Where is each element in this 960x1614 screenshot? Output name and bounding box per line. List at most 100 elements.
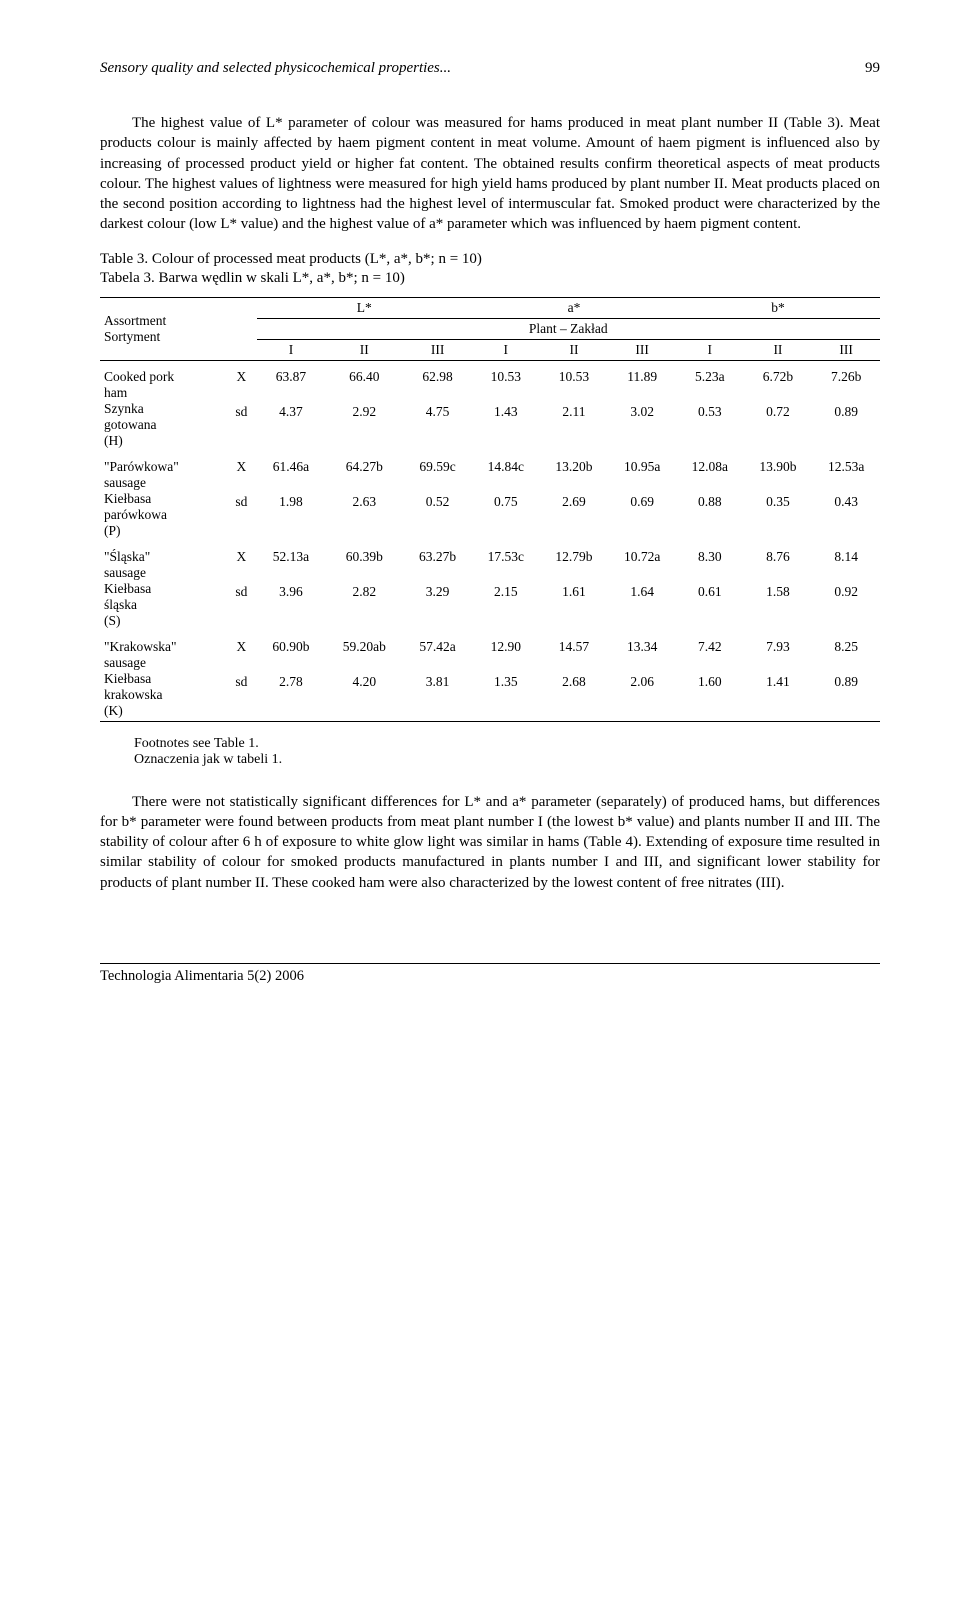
cell-value: 11.89 bbox=[608, 360, 676, 402]
cell-value: 1.98 bbox=[257, 492, 326, 540]
cell-value: 0.61 bbox=[676, 582, 744, 630]
cell-value: 0.52 bbox=[403, 492, 472, 540]
colgroup-a: a* bbox=[472, 297, 676, 318]
cell-value: 17.53c bbox=[472, 541, 540, 583]
cell-value: 3.96 bbox=[257, 582, 326, 630]
cell-value: 2.06 bbox=[608, 672, 676, 721]
table3-caption-en: Table 3. Colour of processed meat produc… bbox=[100, 251, 880, 268]
cell-value: 1.43 bbox=[472, 402, 540, 450]
paragraph-2: There were not statistically significant… bbox=[100, 792, 880, 893]
cell-value: 64.27b bbox=[325, 451, 403, 493]
cell-value: 1.35 bbox=[472, 672, 540, 721]
cell-value: 0.43 bbox=[812, 492, 880, 540]
footnote-en: Footnotes see Table 1. bbox=[134, 736, 880, 752]
paragraph-1: The highest value of L* parameter of col… bbox=[100, 113, 880, 235]
cell-value: 4.75 bbox=[403, 402, 472, 450]
cell-value: 0.35 bbox=[744, 492, 813, 540]
subcol: I bbox=[257, 339, 326, 360]
stat-label-sd: sd bbox=[226, 402, 256, 450]
cell-value: 2.92 bbox=[325, 402, 403, 450]
cell-value: 60.39b bbox=[325, 541, 403, 583]
colgroup-b: b* bbox=[676, 297, 880, 318]
subcol: II bbox=[540, 339, 609, 360]
cell-value: 12.79b bbox=[540, 541, 609, 583]
cell-value: 62.98 bbox=[403, 360, 472, 402]
cell-value: 8.25 bbox=[812, 631, 880, 673]
cell-value: 14.57 bbox=[540, 631, 609, 673]
cell-value: 8.14 bbox=[812, 541, 880, 583]
cell-value: 8.30 bbox=[676, 541, 744, 583]
cell-value: 7.26b bbox=[812, 360, 880, 402]
subcol: II bbox=[744, 339, 813, 360]
assortment-name: "Śląska"sausageKiełbasaśląska(S) bbox=[100, 541, 226, 631]
plant-header: Plant – Zakład bbox=[257, 318, 880, 339]
stat-label-x: X bbox=[226, 451, 256, 493]
cell-value: 1.41 bbox=[744, 672, 813, 721]
subcol: III bbox=[812, 339, 880, 360]
cell-value: 10.53 bbox=[540, 360, 609, 402]
stat-label-sd: sd bbox=[226, 492, 256, 540]
cell-value: 1.60 bbox=[676, 672, 744, 721]
cell-value: 3.29 bbox=[403, 582, 472, 630]
cell-value: 2.15 bbox=[472, 582, 540, 630]
cell-value: 5.23a bbox=[676, 360, 744, 402]
stat-col-spacer bbox=[226, 297, 256, 360]
cell-value: 57.42a bbox=[403, 631, 472, 673]
cell-value: 2.11 bbox=[540, 402, 609, 450]
cell-value: 0.53 bbox=[676, 402, 744, 450]
rowheader-pl: Sortyment bbox=[104, 329, 160, 344]
cell-value: 0.89 bbox=[812, 672, 880, 721]
footnote-pl: Oznaczenia jak w tabeli 1. bbox=[134, 752, 880, 768]
cell-value: 1.58 bbox=[744, 582, 813, 630]
cell-value: 7.42 bbox=[676, 631, 744, 673]
table3: Assortment Sortyment L* a* b* Plant – Za… bbox=[100, 297, 880, 722]
running-head: Sensory quality and selected physicochem… bbox=[100, 60, 880, 77]
colgroup-L: L* bbox=[257, 297, 472, 318]
assortment-name: "Krakowska"sausageKiełbasakrakowska(K) bbox=[100, 631, 226, 722]
page-number: 99 bbox=[865, 60, 880, 77]
cell-value: 13.34 bbox=[608, 631, 676, 673]
subcol: II bbox=[325, 339, 403, 360]
cell-value: 1.64 bbox=[608, 582, 676, 630]
cell-value: 13.20b bbox=[540, 451, 609, 493]
rowheader-cell: Assortment Sortyment bbox=[100, 297, 226, 360]
table3-footnotes: Footnotes see Table 1. Oznaczenia jak w … bbox=[134, 736, 880, 768]
cell-value: 66.40 bbox=[325, 360, 403, 402]
assortment-name: Cooked porkhamSzynkagotowana(H) bbox=[100, 360, 226, 451]
cell-value: 3.81 bbox=[403, 672, 472, 721]
cell-value: 12.53a bbox=[812, 451, 880, 493]
cell-value: 2.82 bbox=[325, 582, 403, 630]
cell-value: 8.76 bbox=[744, 541, 813, 583]
cell-value: 63.87 bbox=[257, 360, 326, 402]
cell-value: 13.90b bbox=[744, 451, 813, 493]
cell-value: 4.37 bbox=[257, 402, 326, 450]
cell-value: 1.61 bbox=[540, 582, 609, 630]
cell-value: 4.20 bbox=[325, 672, 403, 721]
subcol: I bbox=[676, 339, 744, 360]
stat-label-sd: sd bbox=[226, 582, 256, 630]
stat-label-x: X bbox=[226, 541, 256, 583]
cell-value: 0.92 bbox=[812, 582, 880, 630]
cell-value: 3.02 bbox=[608, 402, 676, 450]
subcol: I bbox=[472, 339, 540, 360]
cell-value: 0.75 bbox=[472, 492, 540, 540]
cell-value: 52.13a bbox=[257, 541, 326, 583]
journal-footer: Technologia Alimentaria 5(2) 2006 bbox=[100, 963, 880, 985]
cell-value: 2.69 bbox=[540, 492, 609, 540]
cell-value: 0.89 bbox=[812, 402, 880, 450]
cell-value: 12.90 bbox=[472, 631, 540, 673]
cell-value: 14.84c bbox=[472, 451, 540, 493]
cell-value: 59.20ab bbox=[325, 631, 403, 673]
stat-label-sd: sd bbox=[226, 672, 256, 721]
cell-value: 63.27b bbox=[403, 541, 472, 583]
stat-label-x: X bbox=[226, 360, 256, 402]
running-title: Sensory quality and selected physicochem… bbox=[100, 60, 451, 77]
cell-value: 6.72b bbox=[744, 360, 813, 402]
cell-value: 0.72 bbox=[744, 402, 813, 450]
cell-value: 0.88 bbox=[676, 492, 744, 540]
cell-value: 12.08a bbox=[676, 451, 744, 493]
cell-value: 0.69 bbox=[608, 492, 676, 540]
cell-value: 2.68 bbox=[540, 672, 609, 721]
rowheader-en: Assortment bbox=[104, 313, 166, 328]
cell-value: 10.72a bbox=[608, 541, 676, 583]
